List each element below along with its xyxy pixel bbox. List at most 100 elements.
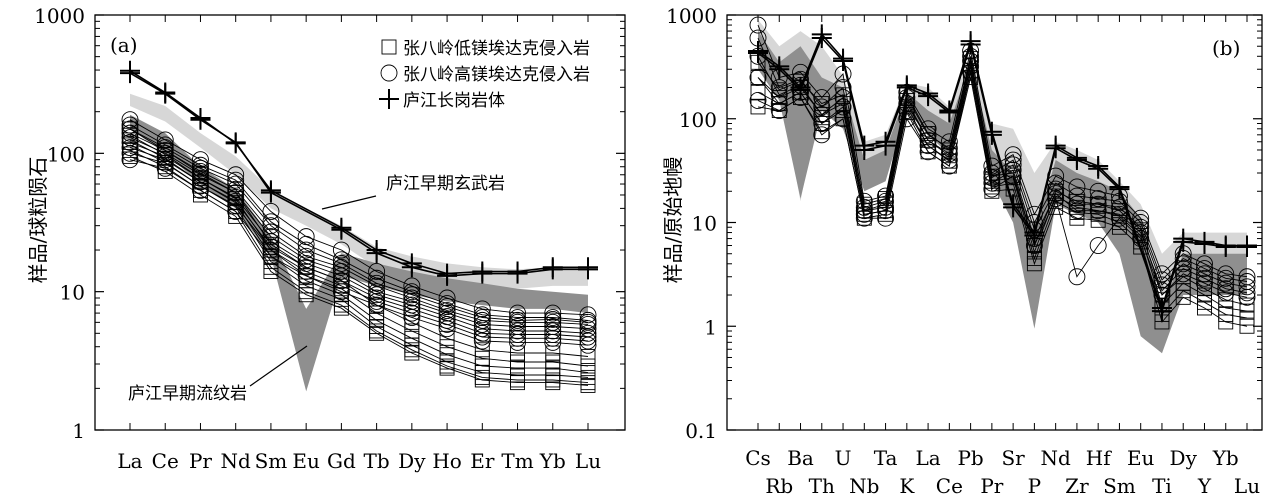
- panel-a-series-9-point-7: [368, 292, 386, 310]
- panel-b-series-5-point-5: [855, 205, 873, 223]
- panel-a-series-2-point-6: [332, 241, 350, 259]
- panel-b-series-4-point-3: [813, 106, 831, 123]
- panel-a-series-3-point-11: [509, 309, 526, 326]
- panel-a-frame: [94, 14, 626, 431]
- panel-a-series-6-point-7: [368, 283, 386, 301]
- panel-a-annotation-1: 庐江早期流纹岩: [128, 384, 247, 404]
- panel-b-series-10-point-18: [1133, 239, 1149, 255]
- panel-b-xtick-label: Y: [1197, 474, 1212, 498]
- panel-a-series-10-point-0: [121, 151, 139, 169]
- panel-a-series-1-point-11: [507, 261, 528, 282]
- panel-b-series-8-line: [757, 64, 1248, 312]
- panel-a-series-10-point-11: [509, 333, 526, 351]
- panel-b-ytick-label: 1000: [666, 4, 717, 28]
- panel-a-series-5-point-8: [403, 289, 421, 307]
- panel-b-series-6-point-14: [1047, 190, 1065, 208]
- panel-a-series-16-point-9: [439, 360, 455, 376]
- panel-a-xtick-label: Dy: [398, 449, 426, 473]
- panel-b-series-10-point-5: [856, 210, 872, 226]
- panel-a-series-9-point-9: [438, 315, 456, 333]
- panel-b-series-6-point-15: [1068, 268, 1086, 286]
- panel-a-series-10-point-8: [403, 309, 421, 326]
- panel-a-xtick-label: Eu: [292, 449, 320, 473]
- panel-a-series-4-point-0: [121, 120, 139, 138]
- panel-b-xtick-label: Hf: [1086, 446, 1112, 470]
- panel-b-xtick-label: Nd: [1040, 446, 1071, 470]
- panel-b-xtick-label: P: [1028, 474, 1041, 498]
- panel-b-series-8-point-0: [750, 70, 766, 85]
- panel-a-ytick-label: 10: [60, 281, 85, 305]
- panel-b-series-10-point-3: [814, 124, 830, 140]
- panel-b-series-1-point-20: [1173, 231, 1194, 252]
- panel-b-series-10-point-15: [1069, 210, 1085, 226]
- panel-b-series-4-point-16: [1089, 195, 1107, 213]
- panel-b-series-5-point-2: [792, 83, 809, 101]
- panel-b-xtick-label: Eu: [1127, 446, 1155, 470]
- panel-b-series-7-point-3: [814, 96, 830, 112]
- panel-b-series-4-point-22: [1217, 274, 1235, 292]
- panel-b-xtick-label: Yb: [1212, 446, 1239, 470]
- panel-b-series-9-point-4: [835, 103, 851, 118]
- panel-a-series-8-point-8: [403, 300, 421, 318]
- panel-b-ytick-label: 0.1: [685, 419, 717, 443]
- panel-b-series-4-point-6: [877, 198, 895, 216]
- panel-b-xtick-label: Sr: [1001, 446, 1025, 470]
- panel-b-series-6-point-21: [1196, 274, 1213, 292]
- legend-entry-label-0: 张八岭低镁埃达克侵入岩: [403, 39, 590, 59]
- panel-a-series-10-point-5: [297, 267, 315, 285]
- panel-a-xtick-label: Pr: [189, 449, 212, 473]
- panel-a-xtick-label: Lu: [575, 449, 601, 473]
- panel-a-series-4-point-9: [438, 298, 456, 316]
- legend-marker-circle: [380, 64, 398, 82]
- panel-b-y-axis-label: 样品/原始地幔: [661, 157, 685, 284]
- panel-b-series-3-point-20: [1174, 250, 1192, 267]
- panel-a-xtick-label: La: [117, 449, 142, 473]
- panel-b-xtick-label: Pr: [980, 474, 1003, 498]
- panel-b-series-10-point-1: [771, 103, 787, 118]
- panel-b-series-7-point-19: [1154, 287, 1170, 303]
- panel-b-series-1-point-4: [833, 51, 854, 72]
- panel-b-label: (b): [1212, 36, 1240, 60]
- panel-a-series-1-point-10: [472, 261, 493, 282]
- panel-a-xtick-label: Yb: [539, 449, 566, 473]
- panel-a-xtick-label: Er: [470, 449, 495, 473]
- panel-a-series-8-point-5: [297, 258, 315, 276]
- panel-a-y-axis-label: 样品/球粒陨石: [26, 157, 50, 284]
- panel-a-series-7-point-11: [509, 322, 526, 340]
- panel-b-series-5-point-4: [834, 98, 852, 116]
- panel-b-series-10-point-16: [1090, 212, 1106, 228]
- panel-a-series-16-point-7: [369, 325, 385, 341]
- panel-a-series-1-point-12: [542, 257, 563, 278]
- panel-b-xtick-label: Sm: [1103, 474, 1136, 498]
- panel-a-series-16-point-0: [122, 148, 138, 164]
- panel-b-series-5-point-16: [1089, 202, 1107, 220]
- panel-b-series-2-point-4: [834, 65, 852, 83]
- panel-a-series-11-point-9: [439, 330, 455, 346]
- panel-a-series-5-point-13: [579, 315, 597, 333]
- panel-a-series-16-point-11: [510, 375, 525, 391]
- panel-b-series-10-point-19: [1154, 314, 1170, 330]
- panel-b-series-10-point-7: [899, 105, 915, 120]
- panel-b-series-6-point-23: [1238, 288, 1256, 306]
- panel-b-series-5-point-23: [1238, 284, 1256, 302]
- panel-b-series-2-point-8: [919, 120, 937, 138]
- panel-a-series-16-point-12: [545, 375, 561, 391]
- panel-a-series-1-point-0: [120, 60, 140, 81]
- panel-b-series-2-point-1: [770, 69, 788, 86]
- panel-a-ytick-label: 1000: [34, 4, 85, 28]
- panel-b-field-1: [758, 31, 1247, 354]
- panel-a-series-2-point-11: [509, 304, 526, 322]
- panel-b-xtick-label: Rb: [765, 474, 793, 498]
- panel-a-series-7-point-12: [544, 322, 562, 340]
- panel-a-xtick-label: Gd: [327, 449, 356, 473]
- panel-a-series-16-point-5: [298, 287, 314, 303]
- panel-b-series-6-point-16: [1089, 237, 1107, 254]
- panel-a-xtick-label: Tm: [501, 449, 533, 473]
- panel-a-label: (a): [110, 33, 138, 57]
- panel-b-series-10-point-4: [835, 111, 851, 127]
- panel-b-series-3-point-16: [1089, 190, 1107, 208]
- panel-b-xtick-label: Dy: [1170, 446, 1198, 470]
- panel-a-series-16-point-4: [263, 264, 279, 279]
